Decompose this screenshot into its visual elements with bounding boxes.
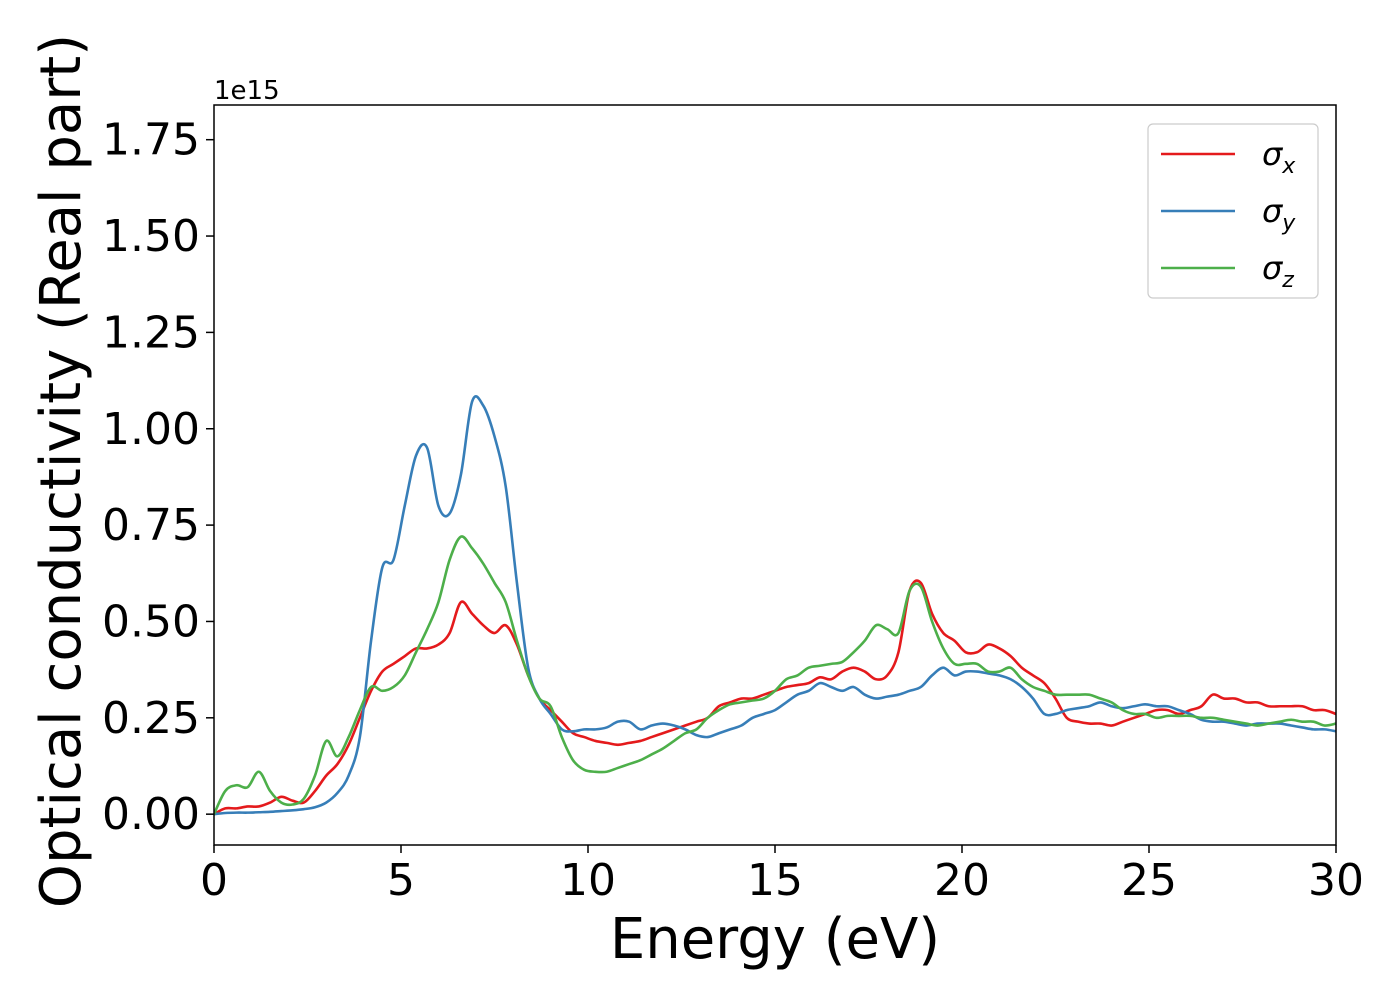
x-tick-label: 5	[387, 855, 415, 906]
y-axis: 0.00 0.25 0.50 0.75 1.00 1.25 1.50 1.75	[102, 115, 214, 840]
legend: σx σy σz	[1147, 123, 1319, 299]
y-tick-label: 0.75	[102, 500, 200, 551]
y-tick-label: 0.50	[102, 596, 200, 647]
y-tick-label: 1.50	[102, 211, 200, 262]
series-layer	[214, 395, 1336, 816]
x-tick-label: 0	[200, 855, 228, 906]
y-axis-title: Optical conductivity (Real part)	[29, 34, 94, 908]
x-tick-label: 10	[560, 855, 616, 906]
y-tick-label: 0.00	[102, 789, 200, 840]
x-tick-label: 30	[1308, 855, 1364, 906]
y-tick-label: 1.00	[102, 404, 200, 455]
x-tick-label: 15	[747, 855, 803, 906]
legend-label-x: σx	[1262, 135, 1296, 179]
x-tick-label: 25	[1121, 855, 1177, 906]
x-axis: 0 5 10 15 20 25 30	[200, 845, 1364, 906]
series-line-y	[214, 395, 1336, 816]
legend-label-z: σz	[1262, 249, 1294, 293]
y-tick-label: 0.25	[102, 693, 200, 744]
series-line-x	[214, 579, 1336, 816]
y-tick-label: 1.75	[102, 115, 200, 166]
y-tick-label: 1.25	[102, 307, 200, 358]
y-offset-label: 1e15	[214, 76, 280, 106]
series-line-z	[214, 535, 1336, 816]
legend-label-y: σy	[1262, 192, 1296, 236]
x-tick-label: 20	[934, 855, 990, 906]
x-axis-title: Energy (eV)	[610, 907, 940, 972]
